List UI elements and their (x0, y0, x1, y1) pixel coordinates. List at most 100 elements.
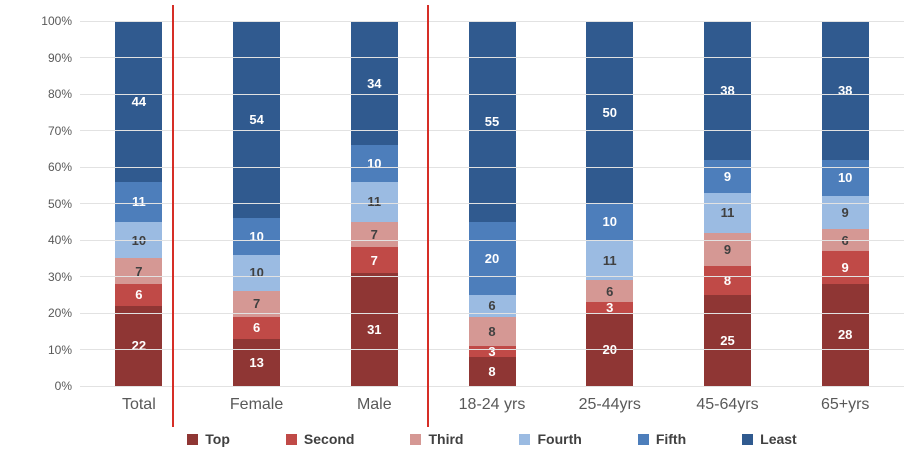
category-slot: 13 6 7 10 10 54 (198, 21, 316, 386)
separator-line (172, 5, 175, 427)
bar-segment-fourth: 9 (821, 196, 869, 230)
value-label: 20 (484, 250, 500, 266)
legend-swatch (742, 433, 754, 445)
value-label: 31 (367, 321, 382, 337)
y-axis-tick-label: 70% (47, 123, 72, 138)
gridline (80, 57, 904, 58)
value-label: 38 (720, 82, 735, 98)
value-label: 10 (602, 214, 617, 230)
bar-segment-fifth: 9 (703, 159, 751, 193)
bar-segment-fifth: 10 (233, 218, 281, 255)
value-label: 8 (488, 323, 496, 339)
legend-label: Fifth (655, 431, 687, 447)
bar-segment-second: 3 (468, 343, 516, 359)
bar-segment-fourth: 11 (703, 192, 751, 233)
y-axis-tick-label: 50% (47, 196, 72, 211)
bar-segment-second: 8 (703, 265, 751, 295)
bar-segment-least: 38 (703, 21, 751, 160)
value-label: 11 (131, 194, 146, 210)
value-label: 10 (837, 170, 853, 186)
bar-segment-third: 7 (350, 221, 398, 248)
bar-segment-third: 8 (468, 316, 516, 346)
value-label: 11 (602, 252, 617, 268)
value-label: 9 (723, 241, 732, 257)
bar-segment-second: 9 (821, 250, 869, 284)
value-label: 7 (252, 296, 261, 312)
bar-segment-least: 34 (350, 21, 398, 146)
x-axis-label: Total (121, 396, 156, 413)
bar-segment-third: 7 (233, 291, 281, 317)
value-label: 10 (249, 265, 264, 281)
legend-item-least: Least (742, 431, 797, 447)
legend-label: Top (205, 431, 230, 447)
value-label: 11 (367, 194, 382, 210)
value-label: 3 (488, 343, 496, 359)
bar-segment-second: 6 (233, 316, 281, 339)
bar-segment-fifth: 10 (821, 159, 869, 197)
bar-segment-least: 55 (468, 21, 516, 222)
stacked-bar: 25 8 9 11 9 38 (703, 21, 751, 386)
gridline (80, 203, 904, 204)
gridline (80, 20, 904, 22)
legend-item-third: Third (410, 431, 463, 447)
value-label: 9 (841, 259, 849, 275)
x-axis-label: 18-24 yrs (458, 396, 526, 413)
value-label: 25 (720, 332, 735, 348)
y-axis-tick-label: 30% (47, 269, 72, 284)
gridline (80, 166, 904, 168)
x-axis-label: Male (356, 396, 392, 413)
bar-segment-third: 9 (703, 232, 751, 266)
bar-segment-least: 50 (586, 21, 634, 204)
value-label: 6 (252, 320, 261, 336)
value-label: 6 (135, 287, 143, 303)
bar-segment-second: 6 (115, 283, 163, 306)
value-label: 7 (370, 252, 378, 268)
gridline (80, 385, 904, 387)
value-label: 38 (837, 82, 853, 98)
category-slot: 25 8 9 11 9 38 (669, 21, 787, 386)
y-axis-tick-label: 40% (47, 233, 72, 247)
value-label: 7 (135, 263, 143, 279)
bar-segment-fourth: 10 (233, 254, 281, 292)
gridline (80, 276, 904, 277)
x-axis-label: Female (229, 396, 284, 413)
legend-label: Fourth (537, 431, 582, 447)
value-label: 55 (484, 113, 500, 129)
y-axis-tick-label: 90% (47, 50, 72, 65)
x-axis-label: 45-64yrs (696, 396, 759, 413)
value-label: 6 (488, 298, 496, 314)
bar-segment-top: 25 (703, 294, 751, 386)
gridline (80, 312, 904, 314)
value-label: 11 (720, 205, 735, 221)
gridline (80, 130, 904, 131)
legend: Top Second Third Fourth Fifth Least (80, 431, 904, 447)
legend-swatch (410, 433, 422, 445)
bar-segment-second: 3 (586, 301, 634, 314)
bar-segment-second: 7 (350, 247, 398, 273)
legend-label: Third (428, 431, 464, 447)
value-label: 10 (249, 228, 264, 244)
bar-segment-third: 6 (586, 280, 634, 303)
value-label: 13 (249, 354, 264, 370)
stacked-bar: 8 3 8 6 20 55 (468, 21, 516, 386)
x-axis-label: 25-44yrs (578, 396, 641, 413)
separator-line (426, 5, 429, 427)
y-axis-tick-label: 0% (54, 379, 72, 393)
value-label: 28 (837, 327, 853, 343)
bar-segment-least: 38 (821, 21, 869, 160)
bar-segment-top: 28 (821, 283, 869, 386)
bar-segment-fifth: 10 (350, 145, 398, 182)
bar-segment-fourth: 11 (350, 181, 398, 222)
bar-segment-third: 7 (115, 258, 163, 284)
legend-swatch (637, 433, 649, 445)
bar-segment-top: 22 (115, 305, 163, 386)
legend-item-top: Top (187, 431, 230, 447)
bar-segment-least: 54 (233, 21, 281, 219)
value-label: 22 (131, 338, 147, 354)
bar-segment-least: 44 (115, 21, 163, 182)
value-label: 34 (367, 75, 382, 91)
gridline (80, 239, 904, 241)
bar-segment-top: 13 (233, 338, 281, 386)
stacked-bar: 289691038 (821, 21, 869, 386)
bar-segment-fourth: 11 (586, 240, 634, 281)
